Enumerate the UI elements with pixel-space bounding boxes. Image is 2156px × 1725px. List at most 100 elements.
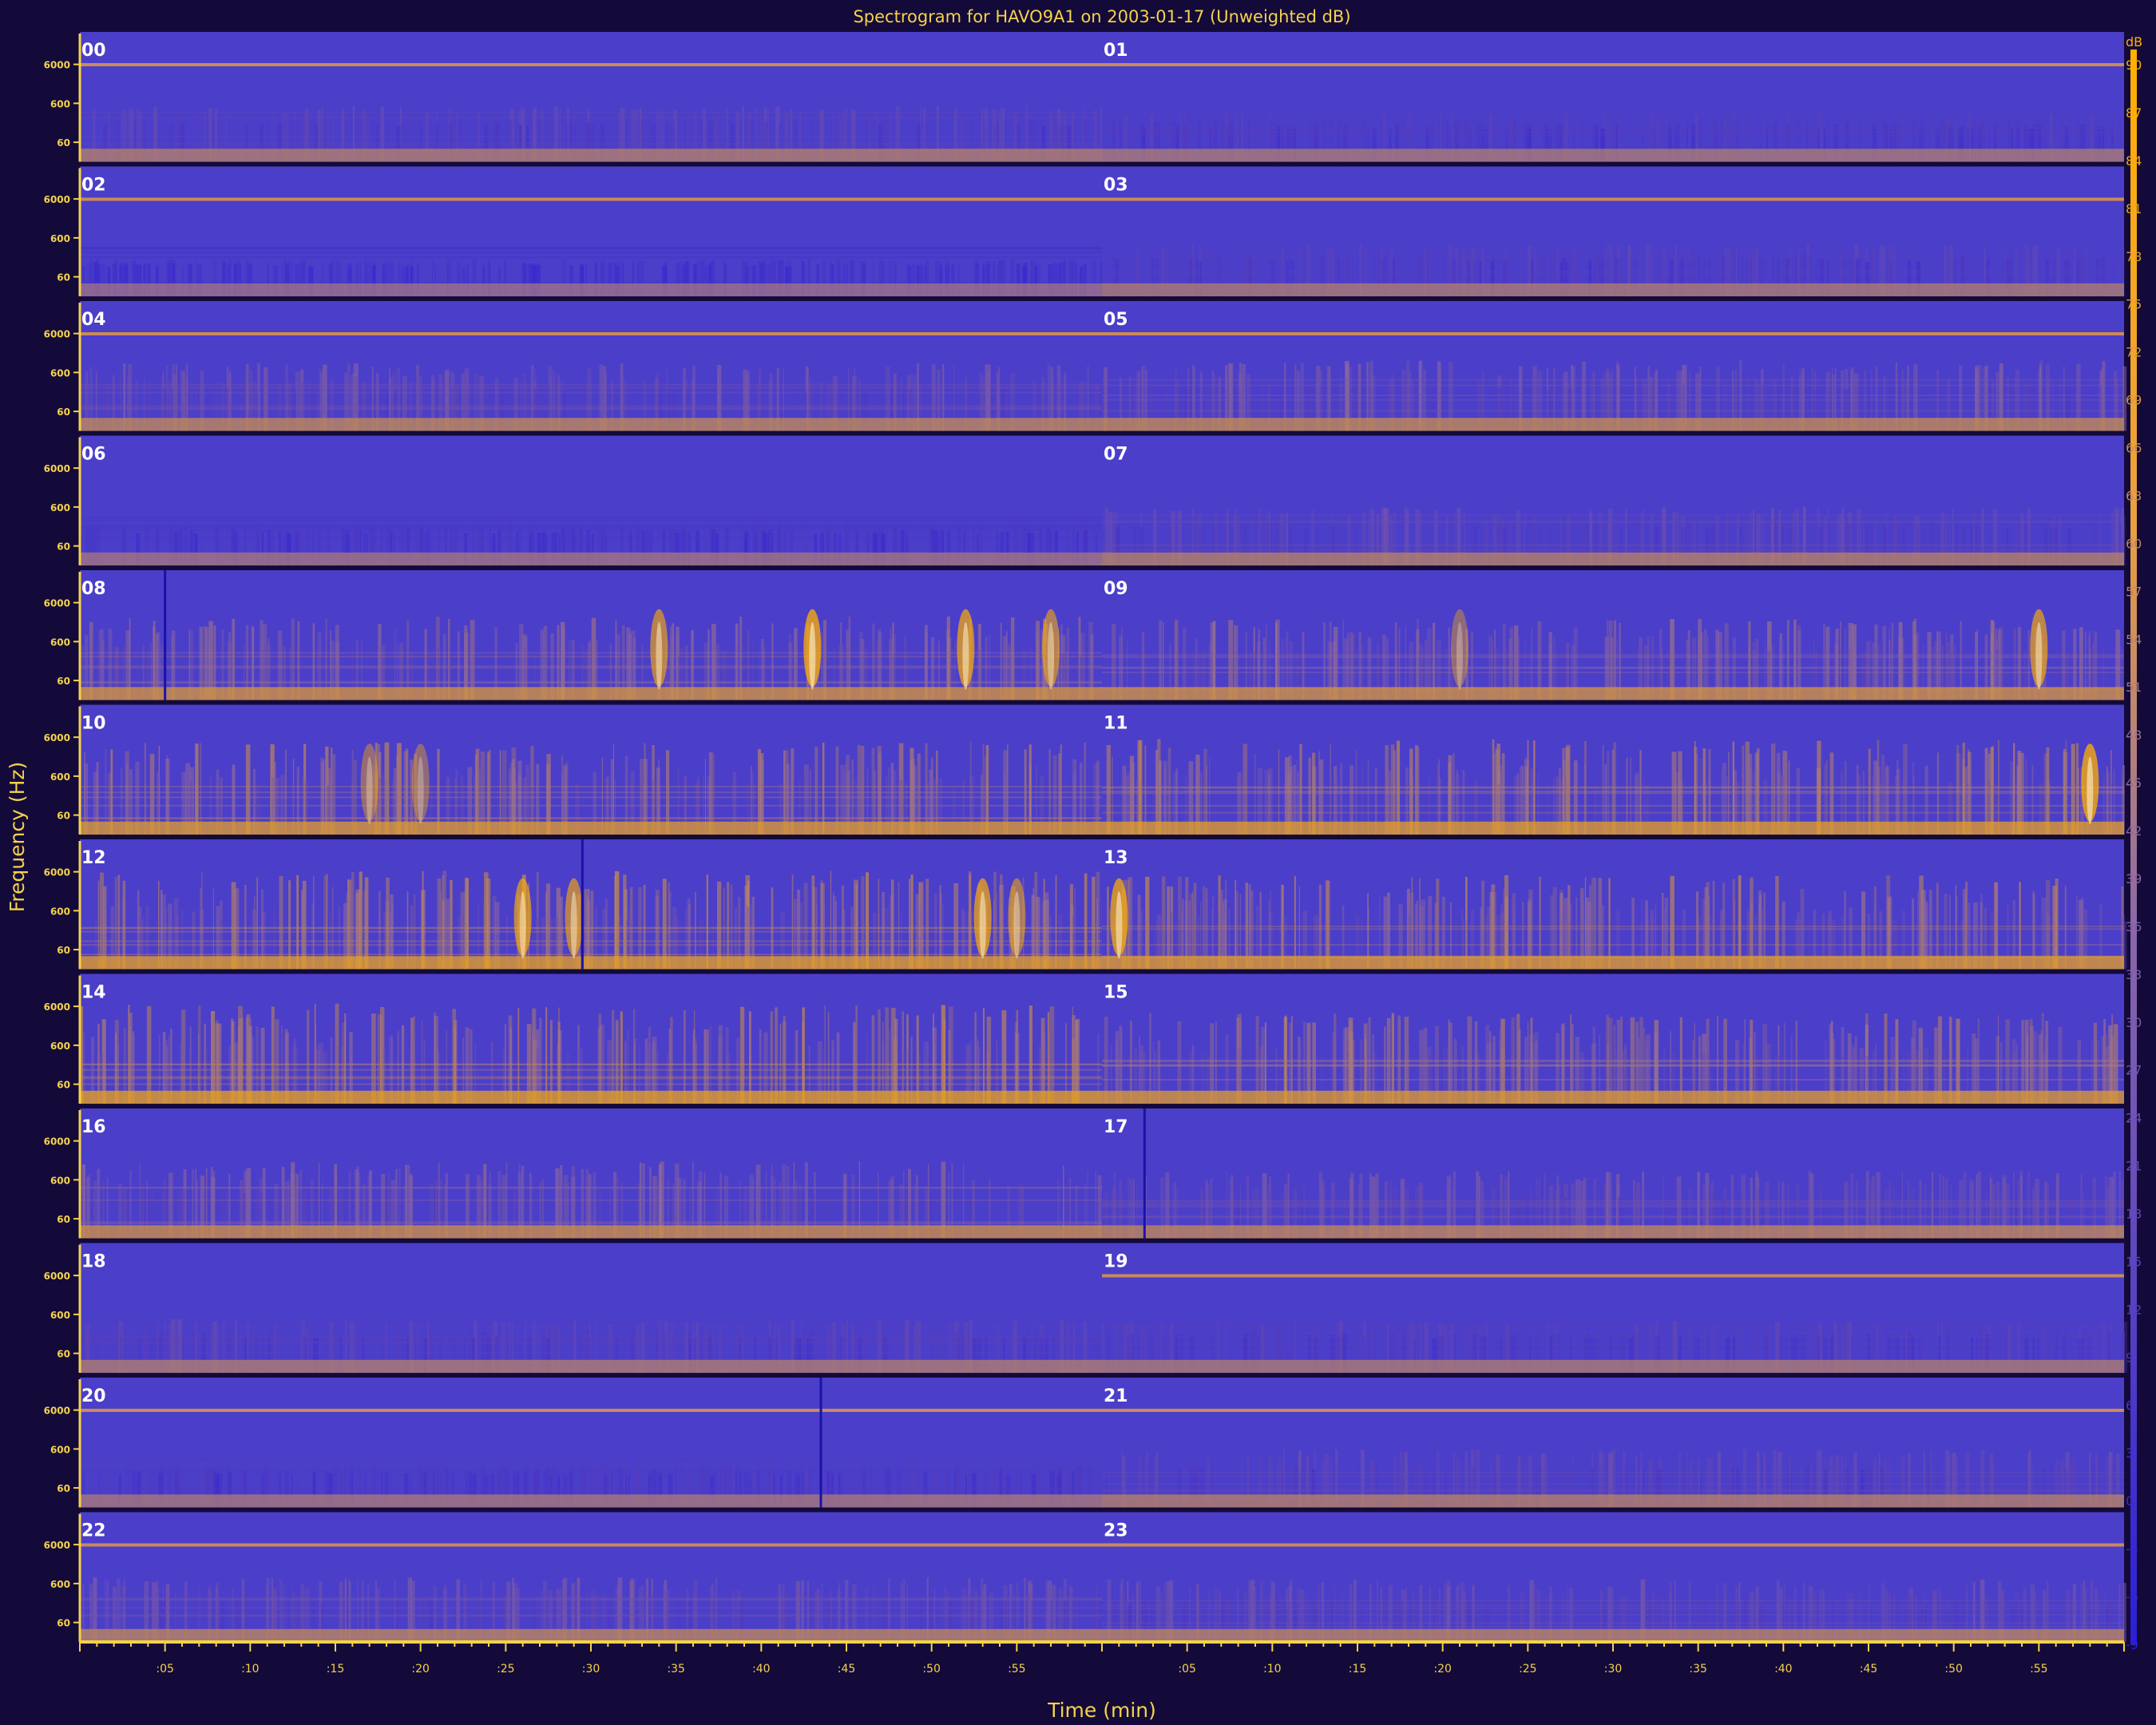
- hour-panel-12: 12: [80, 839, 1104, 970]
- colorbar-tick: 12: [2126, 1302, 2142, 1317]
- y-tick-label: 6000: [44, 1406, 70, 1417]
- hour-label-21: 21: [1104, 1386, 1128, 1406]
- y-tick-label: 60: [57, 676, 70, 687]
- y-tick-label: 60: [57, 811, 70, 822]
- x-tick-label: :05: [156, 1663, 174, 1675]
- hour-label-03: 03: [1104, 176, 1128, 196]
- colorbar-tick: 33: [2126, 967, 2142, 982]
- hour-panel-09: 09: [1102, 570, 2124, 700]
- y-tick-label: 6000: [44, 1136, 70, 1148]
- y-axis-label: Frequency (Hz): [6, 762, 29, 913]
- y-tick-label: 6000: [44, 1540, 70, 1551]
- hour-panel-06: 06: [80, 435, 1102, 566]
- colorbar-tick: 54: [2126, 632, 2142, 647]
- hour-label-09: 09: [1104, 579, 1128, 599]
- hour-panel-18: 18: [80, 1243, 1104, 1374]
- hour-label-04: 04: [81, 310, 106, 330]
- x-tick-label: :45: [838, 1663, 856, 1675]
- hour-panel-11: 11: [1102, 704, 2125, 835]
- y-tick-label: 6000: [44, 194, 70, 205]
- y-tick-label: 6000: [44, 732, 70, 744]
- x-tick-label: :55: [1008, 1663, 1026, 1675]
- colorbar-tick: -6: [2126, 1589, 2138, 1604]
- colorbar-tick: -9: [2126, 1637, 2138, 1652]
- hour-label-13: 13: [1104, 848, 1128, 868]
- hour-label-18: 18: [81, 1252, 106, 1272]
- frequency-axis-ticks: 6000 600 60 6000 600 60 6000 600 60 6000 600 60 6000…: [44, 34, 81, 1642]
- y-tick-label: 600: [50, 98, 70, 109]
- colorbar-tick: 30: [2126, 1015, 2142, 1030]
- colorbar-tick: 3: [2126, 1445, 2134, 1461]
- y-tick-label: 6000: [44, 329, 70, 340]
- hour-label-02: 02: [81, 176, 106, 196]
- colorbar-tick: 6: [2126, 1398, 2134, 1413]
- colorbar-tick: 75: [2126, 297, 2142, 312]
- x-tick-label: :15: [327, 1663, 345, 1675]
- hour-label-11: 11: [1104, 714, 1128, 734]
- hour-label-16: 16: [81, 1117, 106, 1137]
- x-tick-label: :30: [582, 1663, 600, 1675]
- colorbar-tick: 60: [2126, 536, 2142, 551]
- colorbar-tick: 36: [2126, 919, 2142, 934]
- hour-panel-16: 16: [80, 1108, 1103, 1239]
- x-tick-label: :05: [1178, 1663, 1196, 1675]
- x-tick-label: :35: [1689, 1663, 1707, 1675]
- hour-panel-04: 04: [80, 301, 1102, 431]
- hour-panel-01: 01: [1102, 32, 2124, 162]
- hour-panel-21: 21: [1102, 1378, 2124, 1508]
- y-tick-label: 6000: [44, 463, 70, 474]
- chart-title: Spectrogram for HAVO9A1 on 2003-01-17 (U…: [853, 7, 1350, 26]
- y-tick-label: 600: [50, 906, 70, 917]
- y-tick-label: 600: [50, 1041, 70, 1052]
- x-tick-label: :10: [241, 1663, 260, 1675]
- y-tick-label: 600: [50, 1175, 70, 1186]
- hour-label-08: 08: [81, 579, 106, 599]
- y-tick-label: 6000: [44, 598, 70, 609]
- hour-panel-19: 19: [1102, 1243, 2128, 1374]
- colorbar-tick: 66: [2126, 441, 2142, 456]
- y-tick-label: 60: [57, 137, 70, 149]
- colorbar-tick: 24: [2126, 1111, 2142, 1126]
- colorbar-tick: 0: [2126, 1493, 2134, 1509]
- spectrogram-panels: 00 01 02 03 04 05 06 07 08 09 10 11 12 13 14 15 16 17 18 19…: [80, 32, 2128, 1643]
- colorbar-tick: 72: [2126, 345, 2142, 360]
- hour-panel-17: 17: [1102, 1108, 2124, 1239]
- y-tick-label: 6000: [44, 1001, 70, 1013]
- colorbar-tick: 84: [2126, 153, 2142, 169]
- colorbar-tick: 63: [2126, 488, 2142, 503]
- hour-panel-13: 13: [1102, 839, 2127, 970]
- colorbar-tick: 57: [2126, 584, 2142, 599]
- x-tick-label: :35: [667, 1663, 685, 1675]
- y-tick-label: 6000: [44, 867, 70, 878]
- x-tick-label: :20: [1433, 1663, 1452, 1675]
- hour-panel-10: 10: [80, 704, 1102, 835]
- hour-label-07: 07: [1104, 445, 1128, 465]
- y-tick-label: 60: [57, 1214, 70, 1225]
- x-tick-label: :40: [752, 1663, 771, 1675]
- time-axis: :05:10:15:20:25:30:35:40:45:50:55:05:10:…: [79, 1640, 2125, 1675]
- y-tick-label: 60: [57, 1483, 70, 1494]
- x-tick-label: :40: [1774, 1663, 1793, 1675]
- hour-label-10: 10: [81, 714, 106, 734]
- y-tick-label: 6000: [44, 60, 70, 71]
- colorbar-tick: 42: [2126, 823, 2142, 839]
- y-tick-label: 6000: [44, 1271, 70, 1282]
- hour-label-15: 15: [1104, 983, 1128, 1003]
- colorbar-tick: 90: [2126, 58, 2142, 73]
- y-tick-label: 600: [50, 1444, 70, 1455]
- x-tick-label: :55: [2030, 1663, 2048, 1675]
- colorbar-tick: 45: [2126, 775, 2142, 791]
- x-tick-label: :10: [1263, 1663, 1282, 1675]
- y-tick-label: 600: [50, 1579, 70, 1590]
- hour-label-22: 22: [81, 1521, 106, 1541]
- colorbar: dB90878481787572696663605754514845423936…: [2126, 34, 2142, 1652]
- hour-label-19: 19: [1104, 1252, 1128, 1272]
- y-tick-label: 60: [57, 1349, 70, 1360]
- colorbar-tick: 87: [2126, 105, 2142, 121]
- hour-panel-22: 22: [80, 1512, 1106, 1643]
- colorbar-tick: 9: [2126, 1350, 2134, 1365]
- hour-label-06: 06: [81, 445, 106, 465]
- x-tick-label: :25: [1519, 1663, 1537, 1675]
- y-tick-label: 60: [57, 1080, 70, 1091]
